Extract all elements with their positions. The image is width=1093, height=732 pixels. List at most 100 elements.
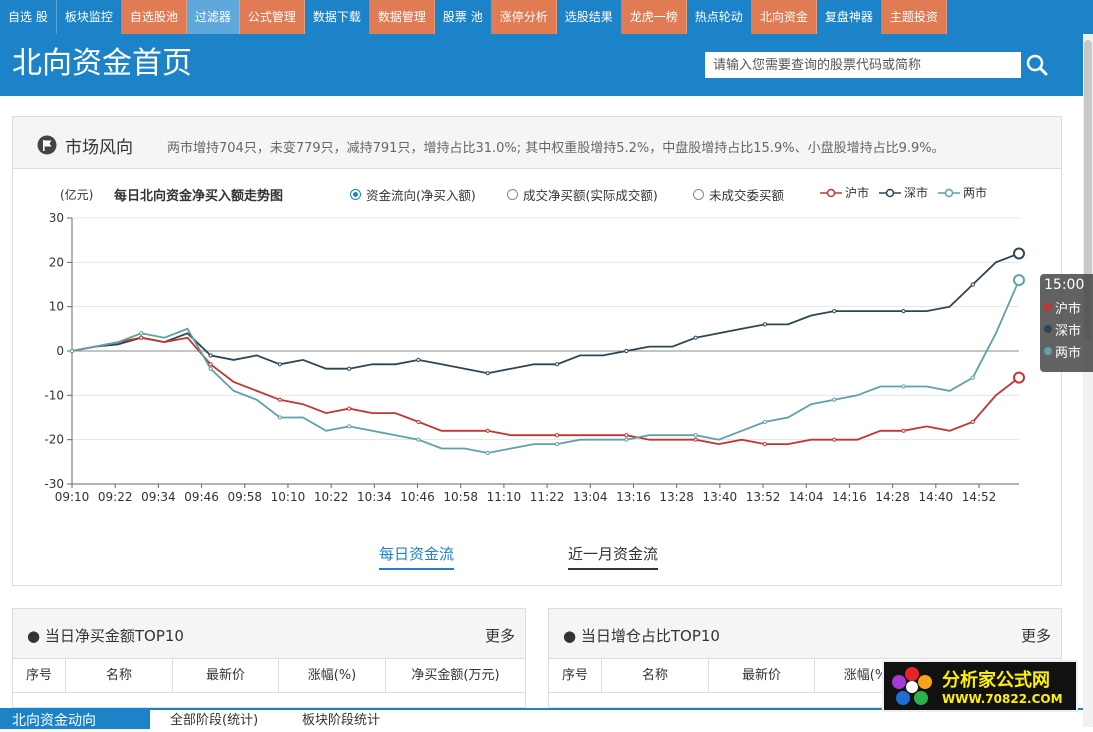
- data-point: [693, 437, 698, 442]
- data-point: [693, 433, 698, 438]
- top-nav: 自选 股板块监控 自选股池 过滤器 公式管理 数据下载 数据管理 股票 池涨停分析 选股结果龙…: [0, 0, 1093, 34]
- data-point: [139, 335, 144, 340]
- data-point: [416, 419, 421, 425]
- radio-net-buy-indicator: [350, 189, 361, 200]
- nav-tab-8[interactable]: 涨停分析: [491, 0, 557, 34]
- nav-tab-10[interactable]: 龙虎一榜: [621, 0, 687, 34]
- search-input[interactable]: [705, 52, 1021, 78]
- data-point: [832, 437, 837, 442]
- x-tick-label: 13:40: [703, 490, 738, 504]
- x-tick-label: 09:34: [141, 490, 176, 504]
- legend-item-both[interactable]: 两市: [938, 184, 987, 201]
- legend-both-marker: [938, 188, 961, 197]
- net-buy-top10-more-link[interactable]: 更多: [484, 627, 515, 645]
- tooltip-sh-label: 沪市: [1055, 301, 1082, 317]
- nav-tab-1[interactable]: 板块监控: [57, 0, 122, 34]
- data-point: [624, 348, 629, 354]
- data-point: [139, 331, 144, 336]
- market-summary: 两市增持704只，未变779只，减持791只，增持占比31.0%; 其中权重股增…: [167, 141, 945, 156]
- tab-sector-stage-stats[interactable]: 板块阶段统计: [302, 713, 381, 728]
- y-tick-label: -20: [44, 433, 64, 447]
- market-title: 市场风向: [65, 138, 133, 158]
- data-point: [554, 433, 560, 438]
- net-buy-top10-columns: 序号 名称 最新价 涨幅(%) 净买金额(万元): [13, 659, 525, 693]
- net-buy-top10-title-text: 当日净买金额TOP10: [44, 627, 184, 645]
- data-point: [208, 353, 213, 358]
- legend-item-sz[interactable]: 深市: [879, 184, 928, 201]
- x-tick-label: 13:28: [659, 490, 694, 504]
- holding-increase-top10-title: ● 当日增仓占比TOP10: [563, 627, 720, 645]
- data-point: [970, 375, 975, 380]
- holding-increase-top10-more-link[interactable]: 更多: [1020, 627, 1051, 645]
- radio-deal-net-buy[interactable]: 成交净买额(实际成交额): [507, 185, 658, 204]
- tooltip-both-dot: [1044, 347, 1052, 355]
- tooltip-both-label: 两市: [1055, 345, 1082, 361]
- col-name[interactable]: 名称: [602, 659, 709, 692]
- page-scrollbar[interactable]: [1083, 34, 1093, 727]
- tab-daily-flow[interactable]: 每日资金流: [379, 543, 455, 570]
- page-title: 北向资金首页: [12, 46, 192, 81]
- x-tick-label: 14:28: [875, 490, 910, 504]
- data-point: [347, 424, 352, 429]
- y-tick-label: -30: [44, 477, 64, 491]
- legend-sz-marker: [879, 188, 902, 197]
- radio-net-buy[interactable]: 资金流向(净买入额): [350, 185, 476, 204]
- col-latest-price[interactable]: 最新价: [709, 659, 815, 692]
- x-tick-label: 10:58: [443, 490, 478, 504]
- data-point: [762, 419, 768, 425]
- x-tick-label: 10:34: [357, 490, 392, 504]
- net-buy-top10-header: ● 当日净买金额TOP10 更多: [13, 609, 525, 659]
- nav-tab-12[interactable]: 北向资金: [751, 0, 817, 34]
- series-line-1: [71, 336, 1020, 446]
- nav-tab-2[interactable]: 自选股池: [121, 0, 187, 34]
- col-change-pct[interactable]: 涨幅(%): [279, 659, 386, 692]
- nav-tab-6[interactable]: 数据管理: [369, 0, 435, 34]
- nav-tab-5[interactable]: 数据下载: [305, 0, 370, 34]
- col-name[interactable]: 名称: [66, 659, 173, 692]
- radio-unfilled-buy[interactable]: 未成交委买额: [693, 185, 784, 204]
- scroll-thumb[interactable]: [1084, 40, 1092, 340]
- nav-tab-14[interactable]: 主题投资: [881, 0, 947, 34]
- col-latest-price[interactable]: 最新价: [173, 659, 279, 692]
- search-button[interactable]: [1021, 52, 1053, 78]
- flower-logo-icon: [892, 667, 932, 705]
- legend-item-sh[interactable]: 沪市: [820, 184, 869, 201]
- tooltip-sz-label: 深市: [1055, 323, 1082, 339]
- data-point: [901, 428, 906, 433]
- col-net-buy-amount[interactable]: 净买金额(万元): [411, 668, 500, 683]
- watermark-cn: 分析家公式网: [942, 670, 1050, 691]
- data-point: [277, 415, 282, 420]
- net-buy-top10-title: ● 当日净买金额TOP10: [27, 627, 184, 645]
- nav-tab-0[interactable]: 自选 股: [0, 0, 57, 34]
- tab-all-stage-stats[interactable]: 全部阶段(统计): [170, 713, 259, 728]
- tooltip-time: 15:00: [1044, 277, 1085, 293]
- data-point: [693, 335, 698, 340]
- tab-monthly-flow[interactable]: 近一月资金流: [568, 543, 659, 570]
- nav-tab-3[interactable]: 过滤器: [186, 0, 240, 34]
- nav-tab-9[interactable]: 选股结果: [557, 0, 622, 34]
- data-point: [762, 322, 768, 327]
- data-point: [208, 366, 213, 371]
- data-point: [901, 384, 906, 389]
- holding-increase-top10-header: ● 当日增仓占比TOP10 更多: [549, 609, 1061, 659]
- y-axis-unit: (亿元): [60, 188, 94, 202]
- x-tick-label: 09:58: [227, 490, 262, 504]
- data-point: [416, 357, 421, 362]
- y-tick-label: 20: [49, 255, 64, 269]
- legend-sh-marker: [820, 188, 842, 197]
- nav-tab-13[interactable]: 复盘神器: [817, 0, 882, 34]
- market-bar: 市场风向 两市增持704只，未变779只，减持791只，增持占比31.0%; 其…: [13, 117, 1061, 169]
- nav-tab-7[interactable]: 股票 池: [435, 0, 492, 34]
- nav-tab-4[interactable]: 公式管理: [239, 0, 305, 34]
- end-point: [1013, 371, 1025, 384]
- col-index[interactable]: 序号: [13, 659, 66, 692]
- data-point: [832, 397, 837, 402]
- x-tick-label: 14:40: [919, 490, 954, 504]
- y-tick-label: 10: [49, 300, 64, 314]
- tooltip-sh-dot: [1044, 303, 1052, 311]
- nav-tab-11[interactable]: 热点轮动: [687, 0, 752, 34]
- chart-tooltip: 15:00 沪市 深市 两市: [1040, 274, 1093, 372]
- x-tick-label: 11:22: [530, 490, 565, 504]
- col-index[interactable]: 序号: [549, 659, 602, 692]
